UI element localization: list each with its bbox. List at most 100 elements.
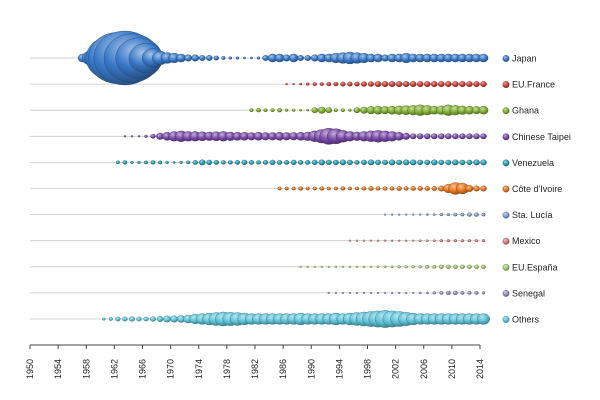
bubble-cote-d-ivoire-1986 bbox=[284, 186, 289, 191]
bubble-mexico-2000 bbox=[383, 239, 387, 242]
legend-label-eu-espana: EU.España bbox=[512, 262, 558, 272]
bubble-cote-d-ivoire-1987 bbox=[291, 186, 296, 191]
bubble-venezuela-1996 bbox=[354, 160, 360, 165]
bubble-chinese-taipei-2006 bbox=[423, 133, 431, 140]
bubble-senegal-2000 bbox=[383, 291, 387, 294]
bubble-venezuela-1991 bbox=[318, 159, 326, 166]
bubble-cote-d-ivoire-1990 bbox=[312, 186, 317, 191]
bubble-eu-france-2000 bbox=[381, 81, 389, 88]
bubble-senegal-1999 bbox=[376, 291, 380, 294]
bubble-venezuela-1967 bbox=[150, 160, 156, 165]
bubble-eu-france-2003 bbox=[402, 81, 410, 88]
bubble-sta-lucia-2001 bbox=[390, 213, 394, 216]
bubble-venezuela-2012 bbox=[466, 159, 473, 166]
bubble-eu-espana-1995 bbox=[348, 265, 352, 268]
bubble-eu-espana-1988 bbox=[299, 265, 302, 268]
bubble-senegal-2002 bbox=[397, 291, 401, 294]
bubble-ghana-1996 bbox=[353, 107, 361, 114]
bubble-venezuela-1974 bbox=[198, 159, 206, 166]
bubble-japan-1977 bbox=[221, 56, 226, 60]
bubble-eu-france-1997 bbox=[360, 81, 367, 87]
bubble-venezuela-1989 bbox=[305, 160, 311, 165]
bubble-venezuela-2003 bbox=[402, 159, 410, 166]
x-tick-label-1994: 1994 bbox=[334, 359, 344, 379]
bubble-chinese-taipei-2010 bbox=[452, 133, 459, 140]
bubble-sta-lucia-2009 bbox=[446, 213, 451, 217]
bubble-venezuela-2001 bbox=[388, 159, 396, 166]
bubble-venezuela-2006 bbox=[424, 159, 431, 166]
bubble-venezuela-1983 bbox=[262, 160, 269, 165]
bubble-chinese-taipei-1966 bbox=[144, 134, 148, 138]
bubble-venezuela-1970 bbox=[172, 161, 176, 164]
legend-label-sta-lucia: Sta. Lucía bbox=[512, 210, 553, 220]
bubble-chinese-taipei-2005 bbox=[416, 133, 424, 140]
bubble-sta-lucia-2011 bbox=[460, 212, 465, 217]
legend-marker-japan bbox=[502, 55, 510, 62]
bubble-venezuela-2010 bbox=[452, 159, 459, 166]
series-eu-espana bbox=[299, 264, 486, 269]
bubble-sta-lucia-2000 bbox=[383, 213, 387, 216]
bubble-venezuela-1962 bbox=[115, 160, 120, 165]
legend-marker-venezuela bbox=[502, 159, 510, 167]
legend-marker-eu-france bbox=[502, 81, 510, 89]
series-venezuela bbox=[115, 159, 487, 166]
x-tick-label-2002: 2002 bbox=[391, 359, 401, 379]
bubble-mexico-2003 bbox=[404, 239, 408, 242]
bubble-others-1962 bbox=[115, 316, 121, 322]
bubble-eu-espana-1989 bbox=[306, 265, 309, 268]
bubble-chinese-taipei-2003 bbox=[402, 132, 411, 140]
bubble-others-1961 bbox=[108, 317, 113, 321]
legend-marker-mexico bbox=[502, 237, 510, 245]
bubble-mexico-2008 bbox=[439, 239, 444, 243]
bubble-eu-espana-2001 bbox=[390, 265, 394, 269]
bubble-venezuela-1964 bbox=[130, 160, 134, 164]
legend-marker-senegal bbox=[502, 289, 510, 297]
bubble-eu-france-2008 bbox=[438, 81, 445, 88]
bubble-ghana-1988 bbox=[299, 108, 303, 112]
bubble-others-1966 bbox=[143, 316, 149, 322]
bubble-japan-1980 bbox=[242, 56, 246, 60]
bubble-mexico-2011 bbox=[460, 239, 465, 243]
legend-label-cote-d-ivoire: Côte d'Ivoire bbox=[512, 184, 562, 194]
bubble-eu-espana-2002 bbox=[397, 265, 401, 269]
bubble-senegal-1996 bbox=[355, 291, 359, 294]
bubble-eu-france-2012 bbox=[466, 81, 473, 88]
bubble-ghana-1992 bbox=[325, 107, 333, 114]
bubble-venezuela-1969 bbox=[165, 160, 169, 164]
x-tick-label-1982: 1982 bbox=[250, 359, 260, 379]
bubble-venezuela-2008 bbox=[438, 159, 445, 166]
bubble-senegal-1994 bbox=[341, 291, 345, 294]
bubble-mexico-1999 bbox=[376, 239, 380, 242]
bubble-eu-france-2014 bbox=[480, 81, 487, 88]
bubble-venezuela-2007 bbox=[430, 159, 438, 166]
bubble-mexico-2001 bbox=[390, 239, 394, 242]
bubble-eu-france-1988 bbox=[299, 82, 303, 86]
bubble-senegal-1998 bbox=[369, 291, 373, 294]
bubble-mexico-1997 bbox=[362, 239, 366, 242]
bubble-mexico-2009 bbox=[446, 239, 451, 243]
bubble-cote-d-ivoire-1989 bbox=[305, 186, 310, 191]
series-sta-lucia bbox=[383, 212, 486, 217]
legend-marker-eu-espana bbox=[502, 263, 510, 271]
bubble-senegal-2011 bbox=[460, 291, 465, 295]
bubble-ghana-1986 bbox=[284, 108, 289, 112]
bubble-senegal-1993 bbox=[334, 291, 338, 294]
bubble-japan-1981 bbox=[250, 56, 253, 60]
bubble-eu-france-1986 bbox=[285, 82, 288, 86]
bubble-eu-france-2007 bbox=[430, 81, 438, 88]
bubble-mexico-1995 bbox=[348, 239, 352, 242]
bubble-venezuela-1987 bbox=[290, 159, 297, 166]
bubble-eu-france-1987 bbox=[292, 82, 295, 86]
bubble-senegal-2006 bbox=[425, 291, 429, 295]
bubble-eu-espana-1996 bbox=[355, 265, 359, 268]
bubble-ghana-1983 bbox=[263, 108, 268, 113]
bubble-cote-d-ivoire-1985 bbox=[277, 186, 282, 191]
bubble-venezuela-1963 bbox=[122, 160, 128, 165]
bubble-venezuela-1990 bbox=[311, 159, 318, 166]
bubble-senegal-2001 bbox=[390, 291, 394, 294]
bubble-sta-lucia-2003 bbox=[404, 213, 408, 216]
bubble-sta-lucia-2013 bbox=[474, 212, 479, 217]
bubble-japan-1982 bbox=[256, 56, 261, 60]
bubble-mexico-2006 bbox=[425, 239, 429, 242]
bubble-cote-d-ivoire-1997 bbox=[361, 186, 367, 191]
